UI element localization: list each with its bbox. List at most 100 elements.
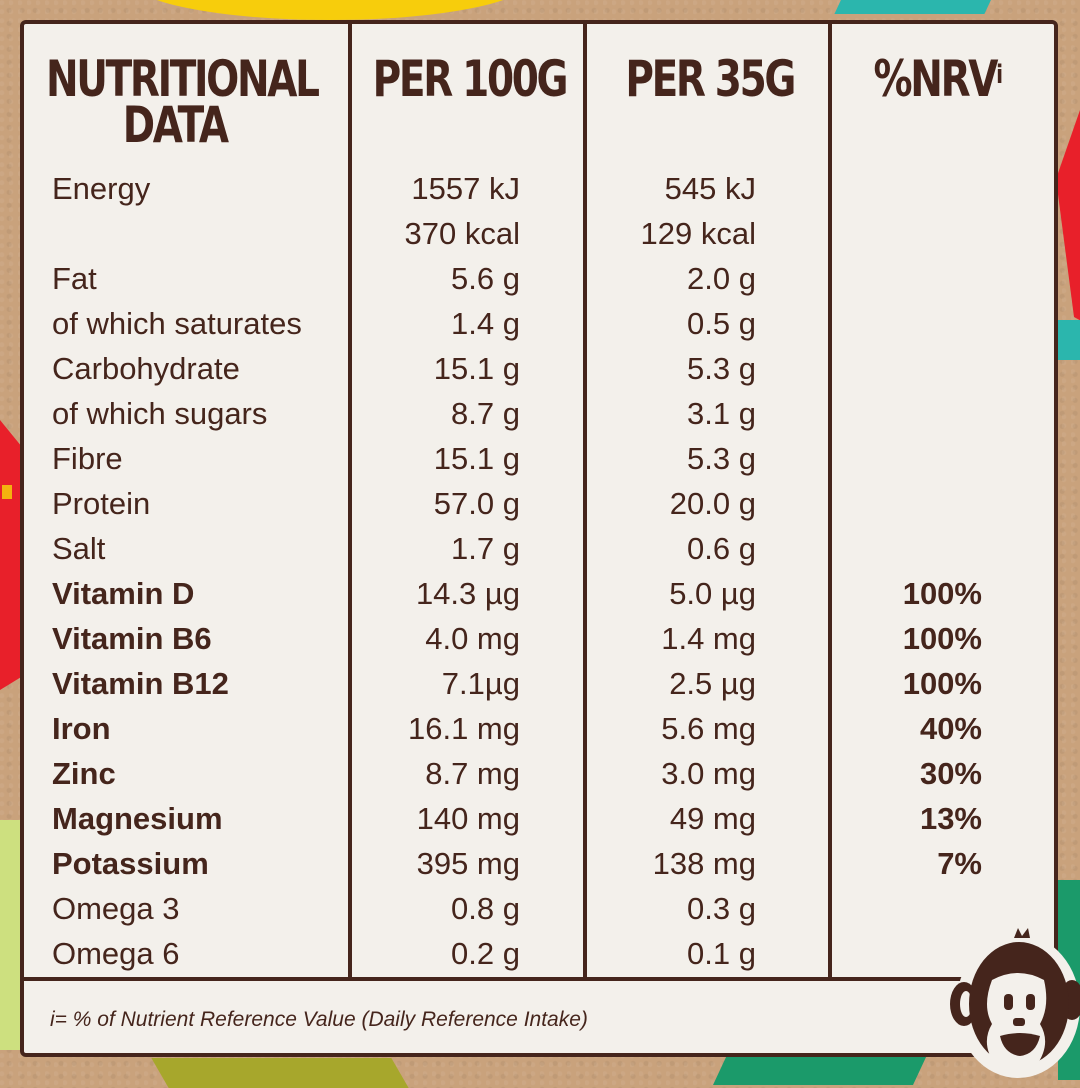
nutrition-table: NUTRITIONAL DATA PER 100G PER 35G %NRVi … [20, 20, 1058, 1057]
nutrient-name: Fat [52, 261, 97, 296]
teal-decoration [1058, 320, 1080, 360]
nutrient-name: Vitamin B12 [52, 666, 229, 701]
value-per-35g: 3.1 g [687, 396, 756, 431]
nutrient-name: Vitamin B6 [52, 621, 212, 656]
nutrient-name: Carbohydrate [52, 351, 240, 386]
value-per-100g: 15.1 g [433, 441, 520, 476]
table-row: Salt 1.7 g 0.6 g [24, 526, 1054, 571]
table-row: Protein 57.0 g 20.0 g [24, 481, 1054, 526]
table-row: Magnesium 140 mg 49 mg 13% [24, 796, 1054, 841]
value-nrv: 30% [919, 756, 982, 791]
value-per-100g: 5.6 g [451, 261, 520, 296]
value-per-35g: 0.3 g [687, 891, 756, 926]
nutrient-name: Vitamin D [52, 576, 195, 611]
table-row: Carbohydrate 15.1 g 5.3 g [24, 346, 1054, 391]
nutrient-name: Fibre [52, 441, 123, 476]
value-per-100g: 8.7 mg [425, 756, 520, 791]
header-label: %NRV [873, 50, 999, 108]
value-per-100g: 140 mg [416, 801, 520, 836]
monkey-face-icon [944, 926, 1080, 1080]
value-per-35g: 5.6 mg [661, 711, 756, 746]
value-nrv: 7% [937, 846, 982, 881]
value-nrv: 100% [902, 666, 982, 701]
value-nrv: 100% [902, 576, 982, 611]
nutrient-rows: Energy 1557 kJ 545 kJ 370 kcal 129 kcal Fat 5.… [24, 166, 1054, 976]
value-per-100g: 370 kcal [404, 216, 520, 251]
value-per-100g: 1557 kJ [411, 171, 520, 206]
value-per-35g: 545 kJ [664, 171, 756, 206]
nutrient-name: Omega 6 [52, 936, 180, 971]
yellow-decoration [2, 485, 12, 499]
value-per-100g: 7.1µg [441, 666, 520, 701]
footnote: i= % of Nutrient Reference Value (Daily … [50, 1008, 588, 1031]
value-per-100g: 1.4 g [451, 306, 520, 341]
header-label: DATA [122, 96, 229, 154]
value-per-35g: 2.0 g [687, 261, 756, 296]
nutrient-name: Magnesium [52, 801, 223, 836]
header-per-35g: PER 35G [625, 50, 796, 108]
value-per-100g: 57.0 g [433, 486, 520, 521]
table-row: Vitamin B12 7.1µg 2.5 µg 100% [24, 661, 1054, 706]
value-per-35g: 129 kcal [640, 216, 756, 251]
value-per-100g: 16.1 mg [407, 711, 520, 746]
value-nrv: 100% [902, 621, 982, 656]
value-per-100g: 395 mg [416, 846, 520, 881]
nutrient-name: of which sugars [52, 396, 268, 431]
table-row: Vitamin D 14.3 µg 5.0 µg 100% [24, 571, 1054, 616]
table-row: Omega 6 0.2 g 0.1 g [24, 931, 1054, 976]
nutrient-name: Energy [52, 171, 151, 206]
value-per-100g: 0.2 g [451, 936, 520, 971]
value-per-35g: 20.0 g [669, 486, 756, 521]
value-nrv: 40% [919, 711, 982, 746]
value-per-35g: 1.4 mg [661, 621, 756, 656]
footer-divider [24, 977, 1054, 981]
table-row: of which saturates 1.4 g 0.5 g [24, 301, 1054, 346]
table-row: Vitamin B6 4.0 mg 1.4 mg 100% [24, 616, 1054, 661]
nutrient-name: Zinc [52, 756, 116, 791]
value-per-35g: 0.5 g [687, 306, 756, 341]
header-label: NUTRITIONAL [46, 50, 320, 108]
value-per-100g: 1.7 g [451, 531, 520, 566]
value-per-35g: 3.0 mg [661, 756, 756, 791]
nutrient-name: Potassium [52, 846, 209, 881]
table-row: Iron 16.1 mg 5.6 mg 40% [24, 706, 1054, 751]
column-divider [348, 24, 352, 979]
nutrient-name: Salt [52, 531, 106, 566]
table-row: Potassium 395 mg 138 mg 7% [24, 841, 1054, 886]
nutrient-name: of which saturates [52, 306, 302, 341]
value-per-100g: 14.3 µg [415, 576, 520, 611]
value-per-35g: 2.5 µg [669, 666, 756, 701]
value-per-35g: 0.1 g [687, 936, 756, 971]
value-per-100g: 4.0 mg [425, 621, 520, 656]
info-superscript: i [996, 60, 1004, 90]
header-nutritional-data: NUTRITIONAL DATA [46, 50, 320, 154]
olive-decoration [151, 1058, 409, 1088]
teal-decoration [834, 0, 996, 14]
lime-decoration [0, 820, 22, 1050]
column-divider [828, 24, 832, 979]
table-row: Fat 5.6 g 2.0 g [24, 256, 1054, 301]
nutrient-name: Protein [52, 486, 151, 521]
value-per-35g: 5.3 g [687, 351, 756, 386]
value-per-35g: 5.0 µg [669, 576, 756, 611]
value-per-100g: 8.7 g [451, 396, 520, 431]
value-per-100g: 15.1 g [433, 351, 520, 386]
table-row: Fibre 15.1 g 5.3 g [24, 436, 1054, 481]
table-row: Zinc 8.7 mg 3.0 mg 30% [24, 751, 1054, 796]
nutrient-name: Omega 3 [52, 891, 180, 926]
value-per-35g: 0.6 g [687, 531, 756, 566]
nutrient-name: Iron [52, 711, 111, 746]
value-per-35g: 49 mg [669, 801, 756, 836]
yellow-decoration [130, 0, 530, 20]
table-row: Omega 3 0.8 g 0.3 g [24, 886, 1054, 931]
value-nrv: 13% [919, 801, 982, 836]
value-per-35g: 5.3 g [687, 441, 756, 476]
red-decoration [1056, 110, 1080, 340]
table-row: of which sugars 8.7 g 3.1 g [24, 391, 1054, 436]
red-decoration [0, 420, 22, 690]
value-per-35g: 138 mg [652, 846, 756, 881]
green-decoration [713, 1055, 927, 1085]
table-row: Energy 1557 kJ 545 kJ [24, 166, 1054, 211]
header-per-100g: PER 100G [372, 50, 569, 108]
table-row: 370 kcal 129 kcal [24, 211, 1054, 256]
